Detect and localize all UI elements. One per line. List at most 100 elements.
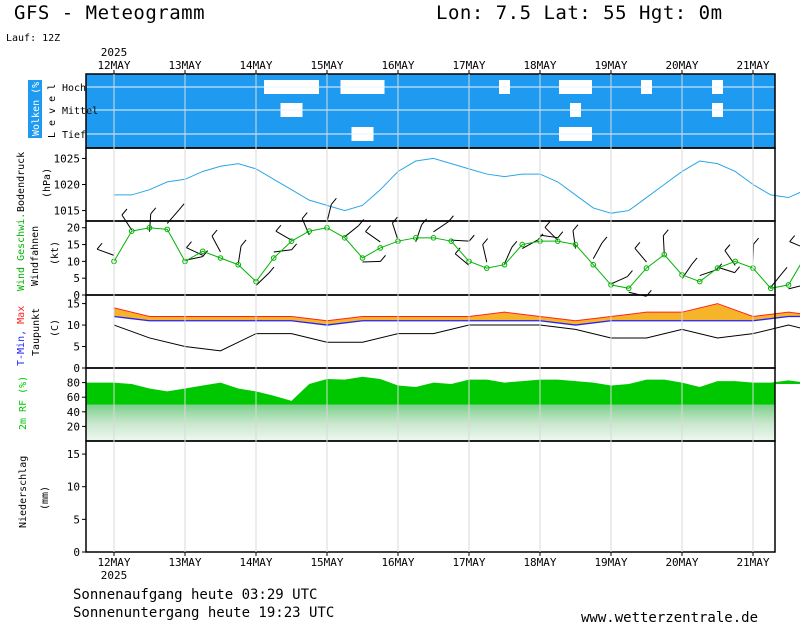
wind-barb-feather xyxy=(663,230,668,236)
cloud-panel-background xyxy=(86,74,775,148)
cloud-level-label-tief: Tief xyxy=(62,130,86,141)
day-label-top: 19MAY xyxy=(594,59,627,72)
day-label-top: 12MAY xyxy=(97,59,130,72)
day-label-bottom: 15MAY xyxy=(310,556,343,569)
wind-barb xyxy=(593,243,602,259)
humidity-lower-band xyxy=(86,405,775,442)
wind-barb-feather xyxy=(558,232,563,238)
sunset-text: Sonnenuntergang heute 19:23 UTC xyxy=(73,605,334,621)
wind-barb-feather xyxy=(754,238,759,244)
precip-tick-label: 5 xyxy=(73,513,80,526)
wind-barb-feather xyxy=(725,245,730,251)
precip-tick-label: 15 xyxy=(67,448,80,461)
precip-tick-label: 10 xyxy=(67,481,80,494)
wind-barb-feather xyxy=(692,258,697,264)
wind-barb xyxy=(363,261,381,262)
humidity-tick-label: 80 xyxy=(67,377,80,390)
wind-tick-label: 15 xyxy=(67,239,80,252)
wind-barb xyxy=(611,277,627,284)
wind-barb-feather xyxy=(292,244,297,250)
sunrise-text: Sonnenaufgang heute 03:29 UTC xyxy=(73,587,317,603)
pressure-tick-label: 1020 xyxy=(54,179,81,192)
wind-barb xyxy=(238,246,241,264)
website-link[interactable]: www.wetterzentrale.de xyxy=(581,610,758,626)
temperature-ylabel: T-Min, Max xyxy=(16,306,27,366)
wind-barb-feather xyxy=(545,221,550,227)
cloud-level-label-mittel: Mittel xyxy=(62,106,98,117)
wind-tick-label: 20 xyxy=(67,222,80,235)
wind-barb xyxy=(122,215,132,230)
pressure-line xyxy=(114,158,800,213)
wind-barb-feather xyxy=(735,267,740,273)
pressure-tick-label: 1015 xyxy=(54,205,81,218)
wind-barb-feather xyxy=(469,235,474,241)
humidity-ylabel: 2m RF (%) xyxy=(18,376,29,430)
pressure-ylabel: Bodendruck xyxy=(16,152,27,212)
wind-barb-feather xyxy=(380,255,385,261)
wind-barb xyxy=(327,204,331,221)
wind-barb-feather xyxy=(179,204,184,210)
wind-barb-feather xyxy=(186,242,191,248)
humidity-tick-label: 40 xyxy=(67,406,80,419)
wind-unit: (kt) xyxy=(50,241,61,265)
day-label-top: 14MAY xyxy=(239,59,272,72)
wind-barb xyxy=(276,231,292,240)
wind-barb-feather xyxy=(483,239,488,245)
day-label-bottom: 12MAY xyxy=(97,556,130,569)
panel-frame-wind xyxy=(86,221,775,295)
humidity-area xyxy=(86,377,800,405)
day-label-bottom: 16MAY xyxy=(381,556,414,569)
day-label-top: 20MAY xyxy=(665,59,698,72)
pressure-tick-label: 1025 xyxy=(54,152,81,165)
day-label-bottom: 13MAY xyxy=(168,556,201,569)
temperature-tick-label: 15 xyxy=(67,298,80,311)
day-label-top: 17MAY xyxy=(452,59,485,72)
year-label-bottom: 2025 xyxy=(101,569,128,582)
precip-ylabel: Niederschlag xyxy=(18,456,29,528)
wind-barb-feather xyxy=(790,236,795,242)
temperature-range-band xyxy=(114,304,800,325)
wind-barb-feather xyxy=(151,208,156,214)
day-label-bottom: 21MAY xyxy=(736,556,769,569)
pressure-unit: (hPa) xyxy=(42,168,53,198)
wind-barb-feather xyxy=(331,198,336,204)
cloud-gap-hoch xyxy=(783,80,794,94)
day-label-top: 15MAY xyxy=(310,59,343,72)
cloud-level-label-hoch: Hoch xyxy=(62,83,86,94)
wind-barb-feather xyxy=(276,225,281,231)
wind-barb-feather xyxy=(422,219,427,225)
wind-speed-ylabel: Wind Geschwi. xyxy=(16,213,27,291)
wind-barb xyxy=(434,222,449,232)
wind-barb-feather xyxy=(97,243,102,249)
cloud-ylabel: Wolken (%) xyxy=(31,76,42,136)
wind-barb xyxy=(392,223,398,240)
humidity-tick-label: 20 xyxy=(67,420,80,433)
wind-barb xyxy=(366,232,381,242)
temperature-tick-label: 0 xyxy=(73,362,80,375)
temperature-tick-label: 5 xyxy=(73,341,80,354)
wind-barb-feather xyxy=(392,217,397,223)
wind-barb-feather xyxy=(241,240,246,246)
wind-barb xyxy=(345,225,359,236)
wind-barb-feather xyxy=(269,267,274,273)
wind-barb xyxy=(483,245,487,263)
wind-barb xyxy=(663,236,664,254)
dewpoint-line xyxy=(114,325,800,351)
wind-barb-feather xyxy=(122,209,127,215)
day-label-bottom: 14MAY xyxy=(239,556,272,569)
wind-barb-feather xyxy=(212,230,217,236)
temperature-tick-label: 10 xyxy=(67,319,80,332)
wind-barb-feather xyxy=(302,213,307,219)
humidity-tick-label: 60 xyxy=(67,391,80,404)
day-label-bottom: 18MAY xyxy=(523,556,556,569)
wind-barb-feather xyxy=(512,241,517,247)
year-label-top: 2025 xyxy=(101,46,128,59)
day-label-bottom: 17MAY xyxy=(452,556,485,569)
day-label-bottom: 20MAY xyxy=(665,556,698,569)
day-label-top: 18MAY xyxy=(523,59,556,72)
precip-unit: (mm) xyxy=(40,486,51,510)
temperature-unit: (C) xyxy=(50,319,61,337)
wind-barb xyxy=(635,248,647,262)
day-label-bottom: 19MAY xyxy=(594,556,627,569)
